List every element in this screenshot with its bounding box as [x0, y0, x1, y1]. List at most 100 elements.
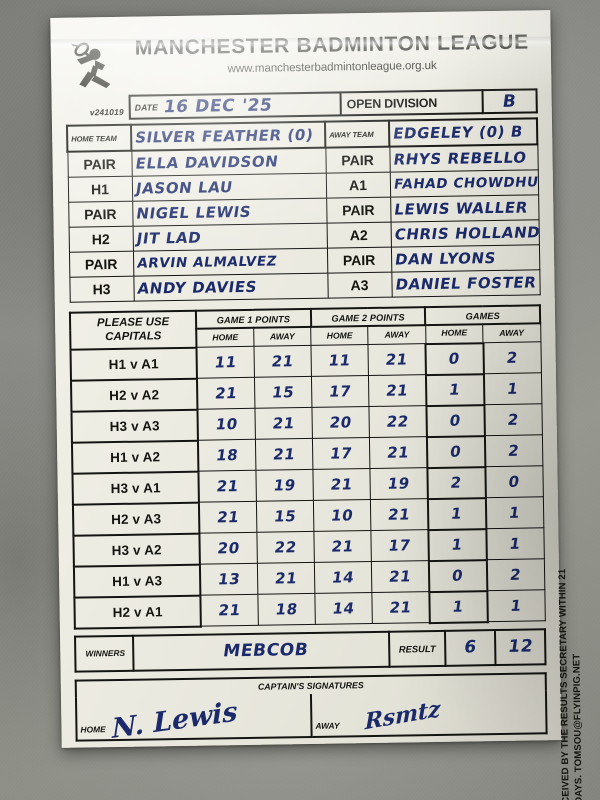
score-cell-g2-home[interactable]: 17: [311, 375, 370, 408]
games-cell-home[interactable]: 0: [426, 404, 485, 437]
away-pair-label-1: PAIR: [325, 146, 390, 174]
score-text: 14: [331, 567, 356, 587]
score-cell-g1-home[interactable]: 13: [199, 563, 258, 596]
score-cell-g1-away[interactable]: 22: [256, 531, 315, 564]
games-cell-away[interactable]: 2: [484, 434, 543, 467]
away-pair-code-a1: A1: [325, 172, 391, 199]
away-pair3-player1[interactable]: DAN LYONS: [390, 244, 540, 273]
score-cell-g2-home[interactable]: 14: [314, 561, 373, 594]
score-cell-g2-away[interactable]: 21: [368, 374, 427, 407]
score-cell-g2-away[interactable]: 22: [369, 405, 428, 438]
score-cell-g1-away[interactable]: 21: [255, 438, 314, 471]
games-cell-home[interactable]: 1: [428, 528, 487, 561]
score-cell-g2-away[interactable]: 21: [368, 343, 427, 376]
home-team-text: SILVER FEATHER (0): [133, 125, 315, 147]
away-pair3-player2-text: DANIEL FOSTER: [393, 272, 538, 294]
score-cell-g1-away[interactable]: 15: [256, 500, 315, 533]
division-code-field[interactable]: B: [483, 88, 538, 115]
away-pair-label-3: PAIR: [326, 247, 392, 274]
score-cell-g2-home[interactable]: 14: [315, 592, 373, 625]
home-pair3-player1[interactable]: ARVIN ALMALVEZ: [132, 248, 328, 277]
score-cell-g2-away[interactable]: 21: [372, 591, 431, 624]
score-cell-g2-away[interactable]: 19: [370, 467, 429, 500]
away-pair1-player1[interactable]: RHYS REBELLO: [389, 144, 538, 173]
games-cell-away[interactable]: 1: [486, 589, 545, 622]
score-cell-g1-away[interactable]: 21: [257, 562, 316, 595]
score-cell-g1-home[interactable]: 21: [200, 594, 259, 627]
games-cell-away[interactable]: 1: [485, 496, 544, 529]
badminton-player-icon: [65, 35, 128, 90]
score-text: 10: [214, 414, 239, 433]
games-cell-away[interactable]: 1: [486, 527, 544, 560]
score-cell-g2-home[interactable]: 10: [313, 499, 372, 532]
home-pair1-player1[interactable]: ELLA DAVIDSON: [131, 147, 326, 177]
games-cell-away[interactable]: 2: [484, 403, 542, 436]
score-cell-g1-away[interactable]: 19: [255, 469, 314, 502]
score-text: 17: [328, 381, 353, 401]
games-cell-away[interactable]: 2: [483, 341, 541, 374]
date-value: 16 DEC '25: [162, 94, 274, 117]
away-pair1-player2[interactable]: FAHAD CHOWDHURY: [389, 169, 539, 198]
away-signature-field[interactable]: AWAY Rsmtz: [310, 689, 547, 737]
score-cell-g1-home[interactable]: 21: [198, 470, 257, 503]
home-pair1-player2[interactable]: JASON LAU: [131, 173, 327, 202]
away-pair2-player1[interactable]: LEWIS WALLER: [390, 194, 539, 223]
games-cell-home[interactable]: 1: [428, 497, 487, 530]
score-text: 21: [388, 597, 414, 617]
score-cell-g2-home[interactable]: 20: [312, 406, 370, 439]
games-cell-away[interactable]: 2: [486, 558, 545, 591]
signature-row: HOME N. Lewis AWAY Rsmtz: [75, 689, 547, 744]
home-team-value[interactable]: SILVER FEATHER (0): [130, 121, 326, 151]
result-home-field[interactable]: 6: [444, 629, 496, 666]
games-cell-home[interactable]: 1: [429, 590, 488, 623]
score-cell-g2-away[interactable]: 21: [369, 436, 428, 469]
home-pair2-player2[interactable]: JIT LAD: [132, 223, 327, 252]
games-text: 1: [451, 597, 466, 616]
score-cell-g1-away[interactable]: 15: [254, 376, 313, 409]
games-cell-home[interactable]: 0: [427, 435, 486, 468]
games-cell-home[interactable]: 0: [429, 559, 487, 592]
home-signature-field[interactable]: HOME N. Lewis: [75, 693, 312, 744]
games-cell-away[interactable]: 0: [485, 465, 543, 498]
away-pair3-player2[interactable]: DANIEL FOSTER: [391, 269, 540, 298]
result-away-field[interactable]: 12: [494, 628, 546, 665]
away-pair2-player2[interactable]: CHRIS HOLLAND: [390, 219, 539, 248]
score-cell-g1-away[interactable]: 21: [253, 345, 312, 378]
games-text: 1: [505, 379, 520, 398]
score-cell-g1-away[interactable]: 18: [257, 593, 316, 626]
score-text: 19: [272, 475, 297, 495]
games-cell-home[interactable]: 0: [425, 342, 484, 375]
score-text: 17: [329, 443, 354, 463]
score-text: 21: [215, 507, 241, 526]
away-team-value[interactable]: EDGELEY (0) B: [388, 118, 538, 147]
score-cell-g2-away[interactable]: 21: [370, 498, 429, 531]
sub-header-games-away: AWAY: [482, 323, 541, 343]
score-cell-g1-home[interactable]: 21: [198, 501, 257, 534]
score-text: 10: [330, 505, 355, 525]
games-cell-home[interactable]: 1: [426, 373, 485, 406]
score-cell-g1-home[interactable]: 10: [197, 408, 256, 441]
score-cell-g1-away[interactable]: 21: [254, 407, 313, 440]
score-cell-g2-home[interactable]: 11: [311, 344, 369, 377]
score-cell-g2-home[interactable]: 21: [314, 530, 372, 563]
date-field[interactable]: DATE 16 DEC '25: [128, 91, 342, 120]
games-cell-away[interactable]: 1: [483, 372, 542, 405]
games-text: 0: [507, 472, 522, 491]
scores-table: PLEASE USE CAPITALS GAME 1 POINTS GAME 2…: [69, 304, 546, 629]
score-text: 21: [386, 442, 411, 462]
score-cell-g1-home[interactable]: 21: [196, 377, 255, 410]
games-text: 1: [507, 503, 522, 522]
score-cell-g1-home[interactable]: 11: [196, 346, 255, 379]
score-cell-g2-home[interactable]: 17: [312, 437, 371, 470]
score-cell-g1-home[interactable]: 18: [197, 439, 256, 472]
games-cell-home[interactable]: 2: [427, 466, 486, 499]
score-cell-g2-away[interactable]: 21: [371, 560, 430, 593]
score-cell-g2-away[interactable]: 17: [371, 529, 430, 562]
winners-field[interactable]: MEBCOB: [133, 631, 390, 671]
score-cell-g1-home[interactable]: 20: [199, 532, 258, 565]
score-cell-g2-home[interactable]: 21: [313, 468, 371, 501]
home-pair3-player2[interactable]: ANDY DAVIES: [133, 273, 328, 302]
home-pair2-player1[interactable]: NIGEL LEWIS: [132, 198, 327, 227]
score-text: 15: [270, 382, 296, 402]
score-text: 21: [384, 349, 410, 369]
